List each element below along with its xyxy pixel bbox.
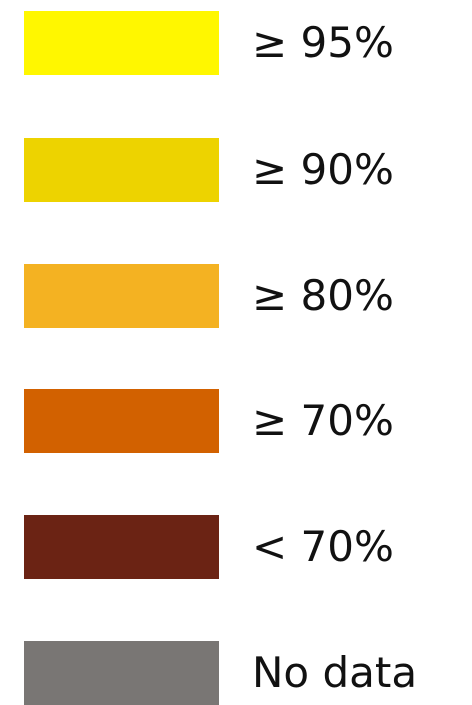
legend-swatch [24,264,219,328]
legend-label: ≥ 80% [252,271,394,320]
legend-label: No data [252,648,418,697]
legend-item-80: ≥ 80% [0,264,472,328]
legend-item-70: ≥ 70% [0,389,472,453]
legend-label: < 70% [252,522,394,571]
legend-item-below-70: < 70% [0,515,472,579]
legend-swatch [24,138,219,202]
legend-swatch [24,389,219,453]
legend-item-no-data: No data [0,641,472,705]
legend-label: ≥ 90% [252,145,394,194]
legend-swatch [24,641,219,705]
legend-item-95: ≥ 95% [0,11,472,75]
legend-label: ≥ 70% [252,396,394,445]
legend-label: ≥ 95% [252,18,394,67]
legend-item-90: ≥ 90% [0,138,472,202]
legend-swatch [24,515,219,579]
legend-swatch [24,11,219,75]
